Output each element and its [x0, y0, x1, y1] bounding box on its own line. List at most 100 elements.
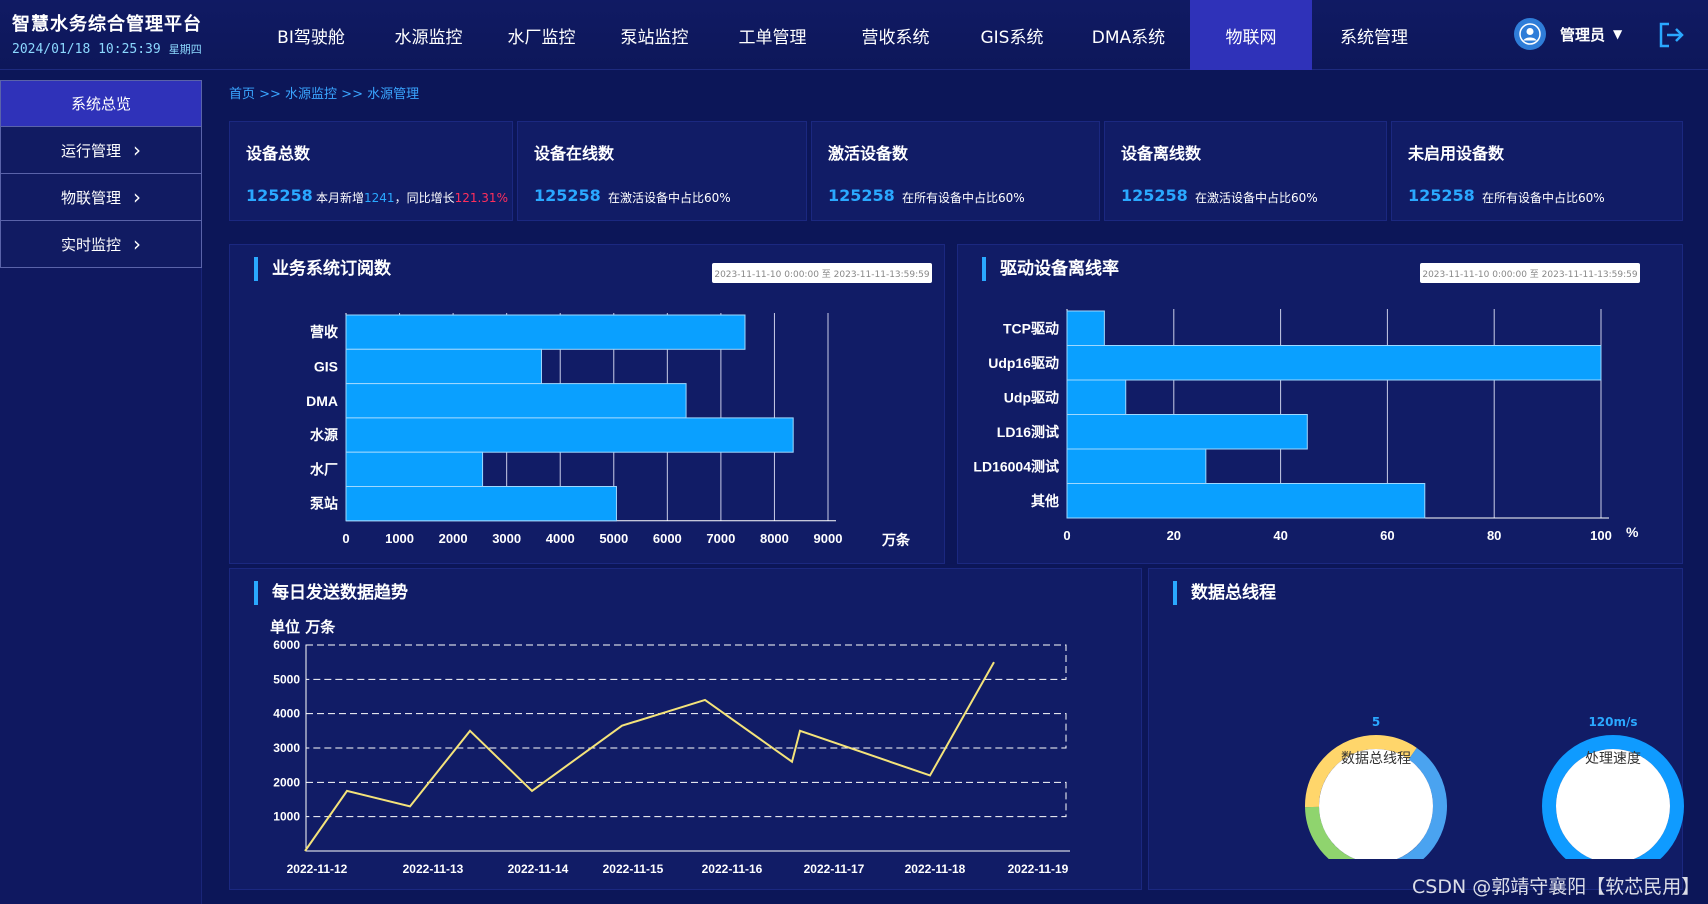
tick-label: 100: [1590, 528, 1612, 543]
unit-label: 万条: [881, 532, 911, 548]
stat-description-part: 本月新增: [316, 191, 365, 205]
tick-label: 8000: [760, 531, 789, 546]
stat-description: 在所有设备中占比60%: [902, 191, 1025, 205]
gauge-segment: [1305, 735, 1447, 859]
offline-rate-panel: 驱动设备离线率 2023-11-11-10 0:00:00 至 2023-11-…: [957, 244, 1683, 564]
bar: [1066, 414, 1308, 450]
bar: [345, 451, 484, 487]
stat-card: 设备总数 125258 本月新增1241，同比增长121.31%: [229, 121, 513, 221]
gauge-value: 5: [1371, 715, 1381, 729]
user-name[interactable]: 管理员: [1560, 25, 1606, 44]
series-line: [304, 661, 995, 852]
tick-label: 2000: [273, 775, 300, 789]
top-header: 智慧水务综合管理平台 2024/01/18 10:25:39 星期四 BI驾驶舱 水…: [0, 0, 1708, 70]
breadcrumb[interactable]: 首页 >> 水源监控 >> 水源管理: [229, 87, 420, 102]
band: [305, 713, 1067, 749]
unit-label: %: [1626, 524, 1639, 540]
tick-label: 0: [1063, 528, 1070, 543]
stat-description-part: ，同比增长: [394, 191, 455, 205]
bar: [345, 417, 794, 453]
tick-label: 60: [1380, 528, 1394, 543]
sidebar-background: [0, 266, 202, 904]
stat-description: 在激活设备中占比60%: [608, 191, 731, 205]
stat-value: 125258: [828, 186, 895, 205]
tick-label: 0: [342, 531, 349, 546]
sidebar-item-label: 运行管理: [60, 141, 121, 160]
logout-icon[interactable]: [1656, 20, 1686, 50]
user-menu[interactable]: 管理员 ▼: [1514, 18, 1622, 50]
chevron-right-icon: ›: [133, 185, 141, 209]
sidebar-item[interactable]: 物联管理 ›: [0, 174, 202, 221]
category-label: 其他: [1031, 493, 1059, 509]
tick-label: 1000: [273, 810, 300, 824]
stat-description-part: 121.31%: [454, 191, 508, 205]
stat-value: 125258: [1121, 186, 1188, 205]
chevron-right-icon: ›: [133, 232, 141, 256]
category-label: LD16测试: [997, 424, 1059, 440]
caret-down-icon[interactable]: ▼: [1613, 27, 1623, 41]
date-range-picker[interactable]: 2023-11-11-10 0:00:00 至 2023-11-11-13:59…: [712, 263, 932, 283]
nav-item[interactable]: 系统管理: [1340, 27, 1408, 48]
stat-value: 125258: [246, 186, 313, 205]
trend-line-chart: 1000 2000 3000 4000 5000 6000 2022-11-12 2022-1…: [273, 638, 1070, 876]
clock: 2024/01/18 10:25:39 星期四: [12, 41, 202, 57]
bar: [1066, 310, 1105, 346]
sidebar-item-label: 物联管理: [60, 188, 121, 207]
bar: [345, 486, 617, 522]
sidebar-item[interactable]: 运行管理 ›: [0, 127, 202, 174]
category-label: TCP驱动: [1003, 320, 1059, 336]
tick-label: 5000: [599, 531, 628, 546]
category-label: GIS: [314, 358, 338, 374]
gauge-segment: [1305, 735, 1447, 859]
sidebar-item[interactable]: 系统总览: [0, 80, 202, 127]
stat-value: 125258: [1408, 186, 1475, 205]
nav-item[interactable]: 物联网: [1190, 0, 1312, 70]
gauge-center: [1556, 749, 1670, 859]
gauge-segment: [1542, 735, 1684, 859]
stat-title: 设备离线数: [1121, 144, 1202, 163]
tick-label: 1000: [385, 531, 414, 546]
tick-label: 9000: [814, 531, 843, 546]
sidebar-item[interactable]: 实时监控 ›: [0, 221, 202, 268]
stat-card: 未启用设备数 125258 在所有设备中占比60%: [1391, 121, 1683, 221]
bar: [1066, 448, 1207, 484]
user-avatar-icon[interactable]: [1514, 18, 1546, 50]
nav-item[interactable]: GIS系统: [980, 27, 1044, 48]
nav-item[interactable]: 水厂监控: [507, 27, 576, 48]
category-label: Udp16驱动: [988, 355, 1059, 371]
nav-item[interactable]: DMA系统: [1091, 27, 1166, 48]
tick-label: 2022-11-15: [603, 862, 664, 876]
nav-item[interactable]: 营收系统: [861, 27, 930, 48]
tick-label: 2000: [439, 531, 468, 546]
nav-item[interactable]: 工单管理: [738, 27, 807, 48]
category-label: DMA: [306, 393, 338, 409]
category-label: 营收: [310, 324, 339, 340]
nav-item[interactable]: BI驾驶舱: [277, 27, 345, 48]
brand: 智慧水务综合管理平台 2024/01/18 10:25:39 星期四: [12, 10, 202, 57]
bar: [1066, 483, 1426, 519]
bar: [345, 348, 542, 385]
stat-title: 设备在线数: [534, 144, 615, 163]
stat-card: 设备离线数 125258 在激活设备中占比60%: [1104, 121, 1387, 221]
sidebar-item-label: 系统总览: [70, 95, 131, 113]
band: [305, 781, 1067, 818]
stat-description: 本月新增1241，同比增长121.31%: [316, 189, 508, 206]
sidebar-item-label: 实时监控: [60, 235, 121, 254]
data-bus-panel: 数据总线程 5 数据总线程 120m/s 处理速度: [1148, 568, 1684, 890]
nav-item[interactable]: 水源监控: [394, 27, 463, 48]
tick-label: 4000: [273, 707, 300, 721]
stat-title: 激活设备数: [828, 144, 909, 163]
nav-item[interactable]: 泵站监控: [620, 27, 689, 48]
tick-label: 5000: [273, 672, 300, 686]
date-range-picker[interactable]: 2023-11-11-10 0:00:00 至 2023-11-11-13:59…: [1420, 263, 1640, 283]
tick-label: 4000: [546, 531, 575, 546]
gauge-label: 数据总线程: [1341, 751, 1411, 767]
chevron-right-icon: ›: [133, 138, 141, 162]
data-bus-gauges: [1305, 735, 1684, 859]
tick-label: 2022-11-14: [508, 862, 569, 876]
tick-label: 6000: [653, 531, 682, 546]
stat-description: 在激活设备中占比60%: [1195, 191, 1318, 205]
app-title: 智慧水务综合管理平台: [12, 14, 202, 35]
bar: [345, 383, 687, 419]
